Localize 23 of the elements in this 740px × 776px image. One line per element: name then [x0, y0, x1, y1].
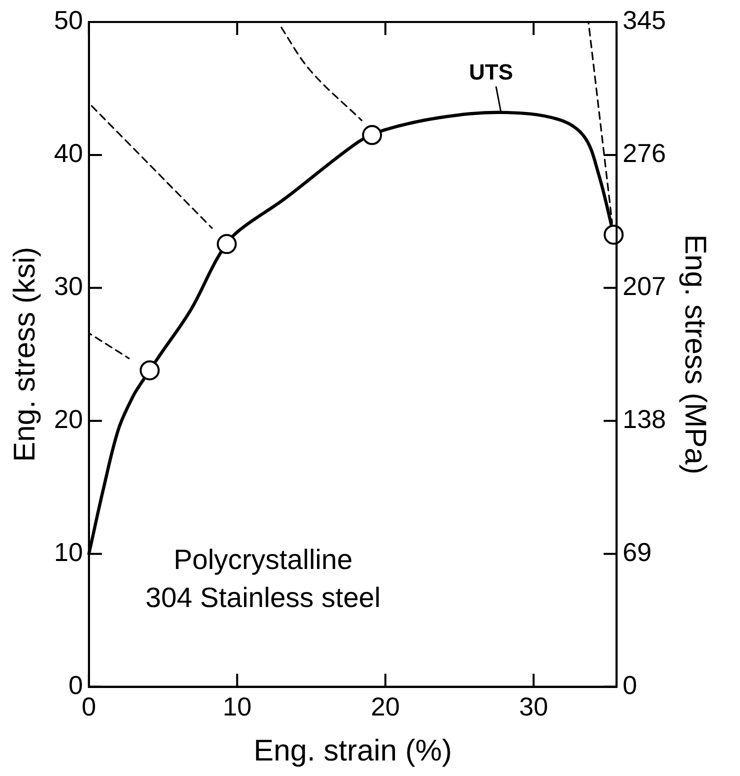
y2-tick-label: 69 — [622, 537, 652, 568]
point — [362, 125, 382, 146]
point — [216, 234, 237, 254]
y-tick-label: 10 — [54, 537, 83, 568]
y2-tick-label: 138 — [622, 404, 666, 434]
y2-axis-title: Eng. stress (MPa) — [678, 234, 712, 474]
x-tick-label: 30 — [519, 692, 548, 722]
x-tick-label: 10 — [222, 692, 252, 722]
annotation: Polycrystalline 304 Stainless steel — [146, 544, 381, 614]
y2-tick-label: 0 — [622, 670, 638, 700]
annotation: UTS — [469, 59, 513, 84]
y-axis-title: Eng. stress (ksi) — [8, 246, 42, 462]
x-axis-title: Eng. strain (%) — [254, 734, 452, 768]
y2-tick-label: 207 — [622, 271, 666, 302]
y-tick-label: 20 — [54, 404, 83, 434]
y-tick-label: 30 — [54, 271, 83, 302]
point — [140, 360, 160, 380]
y2-tick-label: 345 — [622, 5, 666, 36]
x-tick-label: 20 — [370, 692, 400, 722]
y-tick-label: 50 — [54, 5, 83, 36]
y2-tick-label: 276 — [622, 138, 666, 168]
y-tick-label: 0 — [68, 670, 83, 700]
y-tick-label: 40 — [54, 138, 83, 168]
